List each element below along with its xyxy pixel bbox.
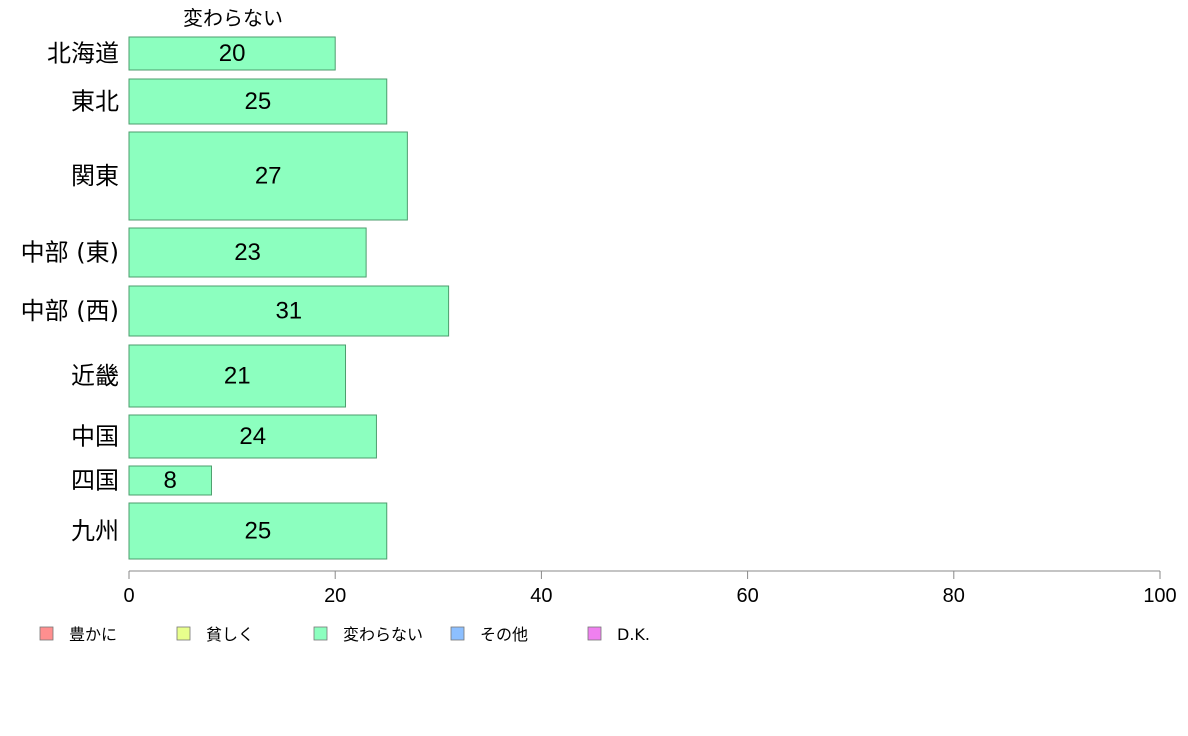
legend-label: D.K. <box>617 625 650 644</box>
category-label: 中部 (東) <box>21 239 119 267</box>
x-tick-label: 0 <box>123 585 134 607</box>
bar <box>128 502 388 560</box>
bar <box>128 131 408 221</box>
data-label: 8 <box>164 467 177 494</box>
bar <box>128 285 450 337</box>
bar <box>128 78 388 125</box>
legend-swatch <box>313 626 328 641</box>
data-label: 23 <box>234 239 261 266</box>
legend-label: その他 <box>480 625 528 644</box>
x-tick-label: 20 <box>324 585 346 607</box>
data-label: 20 <box>219 40 246 67</box>
category-label: 四国 <box>71 467 119 495</box>
x-tick-label: 100 <box>1143 585 1176 607</box>
x-tick-label: 40 <box>530 585 552 607</box>
data-label: 24 <box>239 423 266 450</box>
category-label: 中国 <box>71 423 119 451</box>
legend-swatch <box>176 626 191 641</box>
bar <box>128 227 367 278</box>
legend: 豊かに 貧しく 変わらない その他 D.K. <box>39 625 650 644</box>
category-label: 中部 (西) <box>21 297 119 325</box>
data-label: 27 <box>255 163 282 190</box>
data-label: 25 <box>245 518 272 545</box>
legend-label: 貧しく <box>206 625 254 644</box>
bar <box>128 344 347 408</box>
category-label: 九州 <box>71 517 119 545</box>
x-tick-label: 80 <box>943 585 965 607</box>
category-label: 関東 <box>71 162 119 190</box>
series-title: 変わらない <box>183 6 283 30</box>
bar <box>128 36 336 71</box>
legend-swatch <box>450 626 465 641</box>
category-label: 近畿 <box>71 362 119 390</box>
legend-swatch <box>587 626 602 641</box>
x-axis: 0 20 40 60 80 100 <box>123 570 1177 607</box>
category-label: 東北 <box>71 88 119 116</box>
legend-label: 変わらない <box>343 625 423 644</box>
category-label: 北海道 <box>47 40 119 68</box>
data-label: 21 <box>224 363 251 390</box>
bars-group: 20 北海道 25 東北 27 関東 23 中部 (東) 31 中部 (西) 21 近畿 24 中国 8 四国… <box>21 36 450 560</box>
data-label: 31 <box>275 298 302 325</box>
legend-label: 豊かに <box>69 625 117 644</box>
x-tick-label: 60 <box>736 585 758 607</box>
bar <box>128 465 212 496</box>
data-label: 25 <box>245 88 272 115</box>
legend-swatch <box>39 626 54 641</box>
bar <box>128 414 377 459</box>
